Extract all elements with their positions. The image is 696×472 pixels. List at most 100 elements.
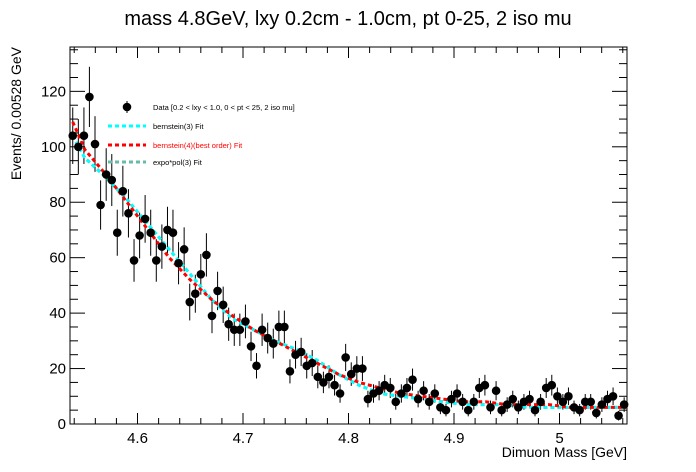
data-point	[614, 411, 623, 420]
y-tick-label: 100	[41, 139, 66, 156]
data-point	[224, 319, 233, 329]
data-point	[79, 131, 89, 141]
data-point	[447, 394, 456, 404]
data-point	[96, 200, 105, 210]
data-point	[458, 397, 467, 407]
data-point	[85, 92, 94, 102]
data-point	[419, 386, 428, 396]
data-point	[179, 245, 189, 254]
data-point	[391, 397, 401, 407]
data-point	[213, 286, 222, 296]
data-point	[514, 403, 523, 412]
data-point	[129, 256, 139, 265]
legend-entry-label: bernstein(4)(best order) Fit	[153, 141, 243, 150]
x-axis-label: Dimuon Mass [GeV]	[502, 444, 627, 460]
chart-title: mass 4.8GeV, lxy 0.2cm - 1.0cm, pt 0-25,…	[124, 8, 571, 30]
data-point	[413, 394, 423, 404]
y-tick-label: 40	[49, 305, 66, 322]
y-axis-label: Events/ 0.00528 GeV	[8, 46, 24, 180]
data-point	[469, 397, 479, 407]
data-point	[536, 397, 545, 407]
data-point	[575, 405, 584, 415]
data-point	[68, 131, 78, 141]
data-point	[263, 333, 272, 343]
data-point	[341, 353, 350, 362]
data-point	[118, 186, 128, 196]
data-point	[346, 369, 356, 379]
x-tick-label: 4.9	[444, 430, 465, 447]
data-point	[586, 397, 596, 407]
legend-data-marker	[122, 102, 132, 112]
data-point	[358, 364, 367, 373]
data-point	[191, 289, 200, 299]
data-point	[508, 394, 518, 404]
legend: Data [0.2 < lxy < 1.0, 0 < pt < 25, 2 is…	[108, 101, 295, 167]
legend-entry-label: expo*pol(3) Fit	[153, 158, 203, 167]
axes: 4.6 4.7 4.8 4.9 5 0 20 40 60 80 100 120	[41, 47, 627, 447]
error-bars	[72, 66, 625, 421]
data-point	[597, 400, 607, 409]
data-point	[313, 372, 323, 382]
data-point	[430, 389, 440, 398]
data-point	[296, 347, 306, 357]
data-point	[140, 214, 150, 224]
data-point	[268, 339, 278, 348]
data-points	[68, 92, 629, 420]
data-point	[207, 311, 217, 321]
data-point	[257, 325, 267, 335]
data-point	[402, 383, 412, 393]
data-point	[319, 378, 328, 387]
y-tick-label: 80	[49, 194, 66, 211]
data-point	[151, 256, 161, 265]
data-point	[335, 389, 345, 398]
data-point	[330, 380, 339, 390]
data-point	[486, 403, 495, 412]
data-point	[547, 380, 557, 390]
y-tick-label: 60	[49, 250, 66, 267]
data-point	[558, 397, 568, 407]
data-point	[374, 386, 384, 396]
data-point	[135, 231, 144, 240]
y-tick-label: 0	[58, 416, 66, 433]
data-point	[101, 170, 111, 179]
data-point	[525, 394, 534, 404]
data-point	[408, 375, 417, 384]
data-point	[174, 258, 183, 268]
data-point	[246, 342, 256, 351]
data-point	[553, 391, 562, 401]
data-point	[218, 300, 228, 310]
data-point	[324, 372, 334, 382]
data-point	[592, 408, 601, 418]
x-tick-label: 4.6	[127, 430, 148, 447]
data-point	[491, 386, 501, 396]
data-point	[441, 405, 451, 415]
legend-entry-label: Data [0.2 < lxy < 1.0, 0 < pt < 25, 2 is…	[153, 103, 295, 112]
data-point	[619, 400, 629, 409]
fit-curve	[71, 134, 627, 409]
data-point	[608, 391, 618, 401]
data-point	[397, 389, 406, 398]
data-point	[502, 400, 512, 409]
x-tick-label: 5	[555, 430, 563, 447]
data-point	[168, 228, 178, 238]
y-tick-label: 20	[49, 361, 66, 378]
data-point	[185, 297, 195, 307]
data-point	[385, 383, 395, 393]
data-point	[307, 358, 317, 368]
data-point	[252, 361, 261, 371]
data-point	[497, 405, 506, 415]
data-point	[241, 317, 250, 326]
data-point	[564, 391, 573, 401]
y-tick-label: 120	[41, 83, 66, 100]
data-point	[280, 322, 289, 332]
data-point	[196, 270, 206, 279]
data-point	[112, 228, 122, 238]
x-tick-label: 4.7	[233, 430, 254, 447]
data-point	[424, 397, 434, 407]
data-point	[285, 367, 295, 376]
data-point	[452, 389, 462, 398]
data-point	[90, 139, 100, 149]
data-point	[480, 380, 490, 390]
data-point	[202, 250, 211, 260]
